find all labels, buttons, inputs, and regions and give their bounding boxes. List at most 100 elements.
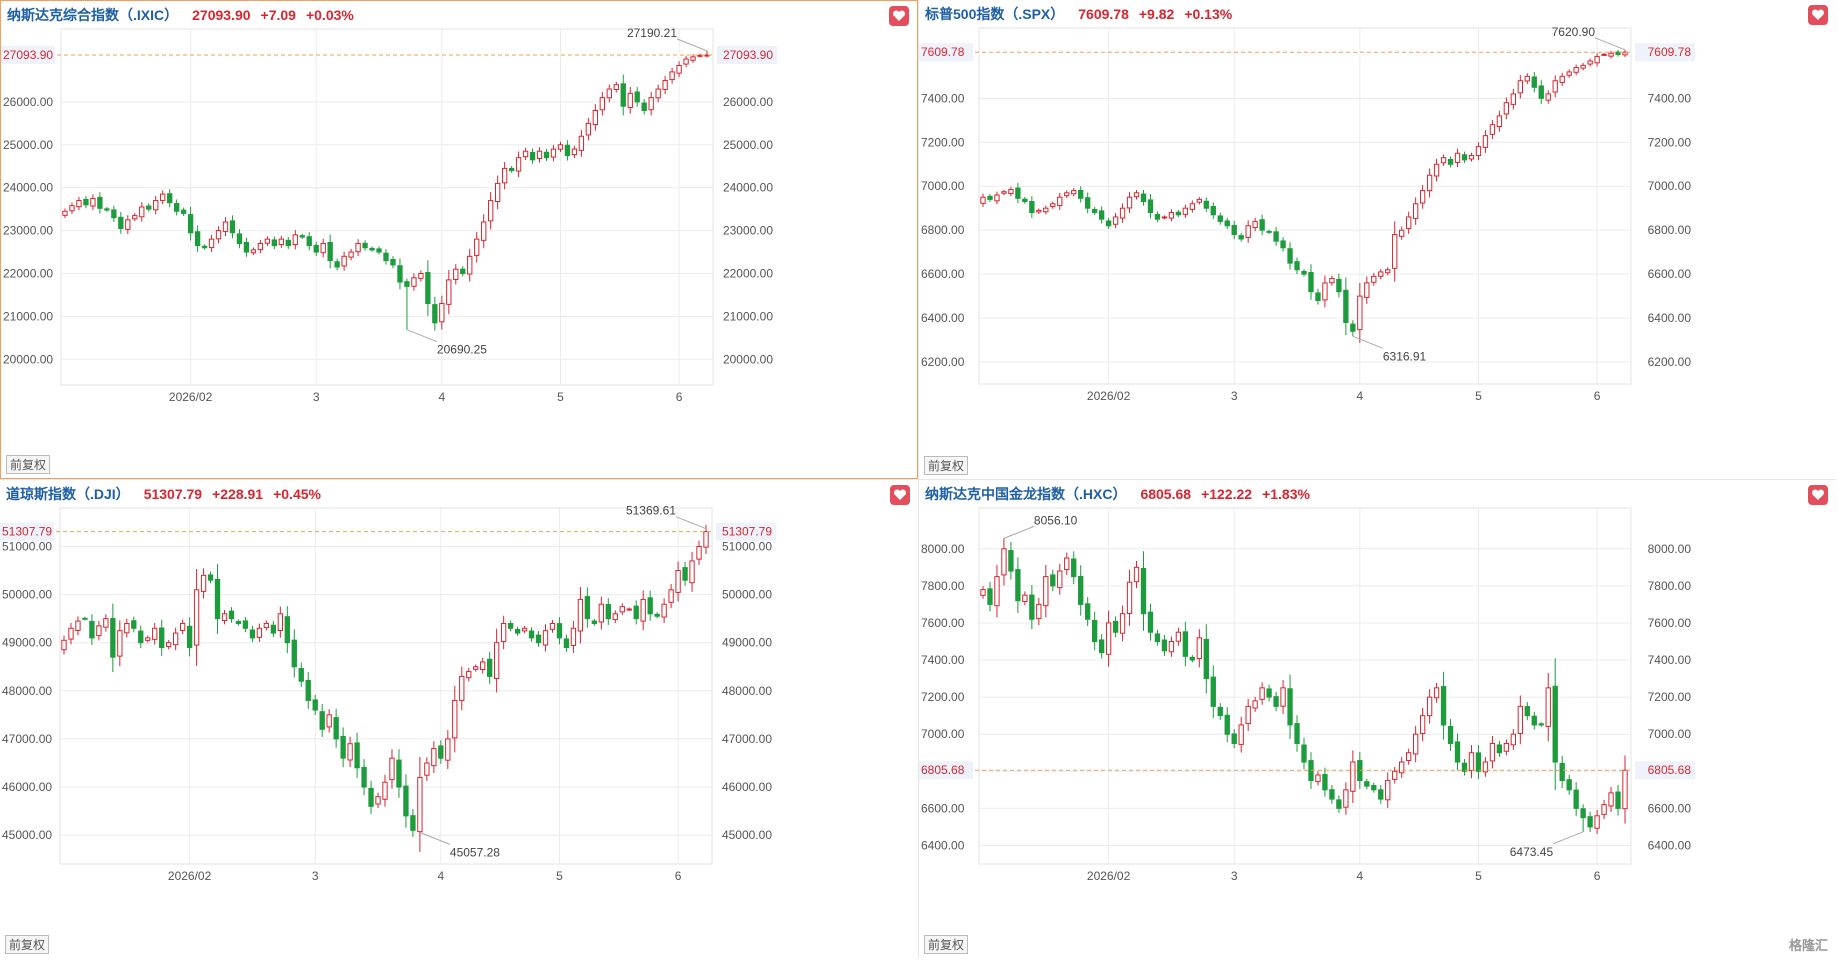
candle-body [1182,207,1189,215]
low-leader [1352,335,1384,349]
candle-body [1594,815,1600,829]
candle-body [313,244,319,253]
candle-body [605,604,611,620]
candle-body [521,627,528,632]
candle-body [1385,780,1391,801]
adjust-button[interactable]: 前复权 [924,456,969,475]
candle-body [1294,261,1300,271]
candle-body [1273,696,1279,707]
index-pct: +1.83% [1262,486,1310,502]
candle-body [1357,295,1363,331]
y-tick-label-left: 6600.00 [921,267,965,281]
candle-body [453,268,459,280]
adjust-button[interactable]: 前复权 [6,455,51,474]
chart-header: 纳斯达克综合指数（.IXIC） 27093.90 +7.09 +0.03% [7,5,354,25]
candle-body [1238,235,1244,240]
candle-body [571,148,578,156]
candlestick-chart[interactable]: 6200.00 6200.00 6400.00 6400.00 6600.00 6600.… [919,0,1837,479]
candle-body [432,304,438,324]
candle-body [270,624,277,634]
candle-body [980,196,986,204]
candle-body [1231,224,1237,236]
candle-body [1259,219,1265,231]
candle-body [662,79,668,90]
candle-body [1412,203,1419,219]
candle-body [362,242,368,249]
candle-body [1510,93,1517,105]
candle-body [627,92,633,108]
candle-body [139,206,145,218]
candle-body [104,208,110,211]
candle-body [1378,271,1384,277]
x-tick-label: 5 [557,390,564,404]
last-price-label-left: 6805.68 [921,763,965,777]
candle-body [1468,154,1475,160]
candle-body [550,148,557,158]
candlestick-chart[interactable]: 6400.006400.006600.006600.006800.006800.… [919,480,1837,959]
favorite-heart-icon[interactable] [1808,5,1828,25]
chart-panel-dji: 道琼斯指数（.DJI） 51307.79 +228.91 +0.45% 45000.0… [0,479,918,958]
candle-body [535,634,542,644]
candle-body [82,617,88,620]
candle-body [110,618,116,658]
candle-body [256,627,263,638]
candle-body [1203,638,1209,680]
candle-body [493,642,500,680]
candle-body [76,200,82,208]
candle-body [397,265,403,283]
candle-body [500,622,507,642]
candle-body [1364,282,1370,298]
candle-body [1406,216,1412,229]
candle-body [1154,633,1161,642]
candle-body [390,259,396,266]
favorite-heart-icon[interactable] [890,485,910,505]
adjust-button[interactable]: 前复权 [5,935,50,954]
adjust-button[interactable]: 前复权 [924,935,969,954]
chart-panel-ixic: 纳斯达克综合指数（.IXIC） 27093.90 +7.09 +0.03% 20000… [0,0,918,479]
candle-body [1245,225,1251,238]
candle-body [1029,594,1035,620]
candle-body [1071,190,1077,195]
y-tick-label-right: 26000.00 [723,95,773,109]
candle-body [1091,208,1098,214]
candle-body [577,598,584,632]
candle-body [1098,210,1105,220]
candle-body [180,209,187,214]
candle-body [417,776,423,833]
index-change: +7.09 [260,7,296,23]
candle-body [669,71,675,81]
candle-body [1064,192,1070,197]
candle-body [1440,157,1447,164]
candle-body [1524,75,1530,82]
candle-body [271,239,278,247]
candle-body [1245,705,1251,725]
favorite-heart-icon[interactable] [1808,485,1828,505]
candle-body [1580,808,1586,819]
high-label: 27190.21 [627,26,677,40]
candle-body [411,277,417,287]
candlestick-chart[interactable]: 20000.00 20000.00 21000.00 21000.00 22000.00… [1,1,919,480]
candle-body [543,151,550,159]
x-tick-label: 6 [676,390,683,404]
candle-body [355,242,361,253]
candle-body [1280,687,1286,707]
candle-body [1601,804,1607,815]
x-tick-label: 4 [437,869,444,883]
x-tick-label: 2026/02 [169,390,213,404]
candle-body [375,796,381,805]
candle-body [529,151,536,161]
candle-body [599,97,605,111]
candle-body [474,238,480,256]
y-tick-label-left: 7000.00 [921,179,965,193]
candle-body [173,203,180,212]
favorite-heart-icon[interactable] [889,6,909,26]
candle-body [1545,93,1551,101]
candle-body [305,679,311,701]
y-tick-label-right: 6400.00 [1648,311,1692,325]
candlestick-chart[interactable]: 45000.00 45000.00 46000.00 46000.00 47000.00… [0,480,918,959]
y-tick-label-right: 47000.00 [722,732,772,746]
candle-body [186,625,193,649]
y-tick-label-left: 20000.00 [3,352,53,366]
candle-body [1482,135,1489,148]
y-tick-label-left: 46000.00 [2,780,52,794]
